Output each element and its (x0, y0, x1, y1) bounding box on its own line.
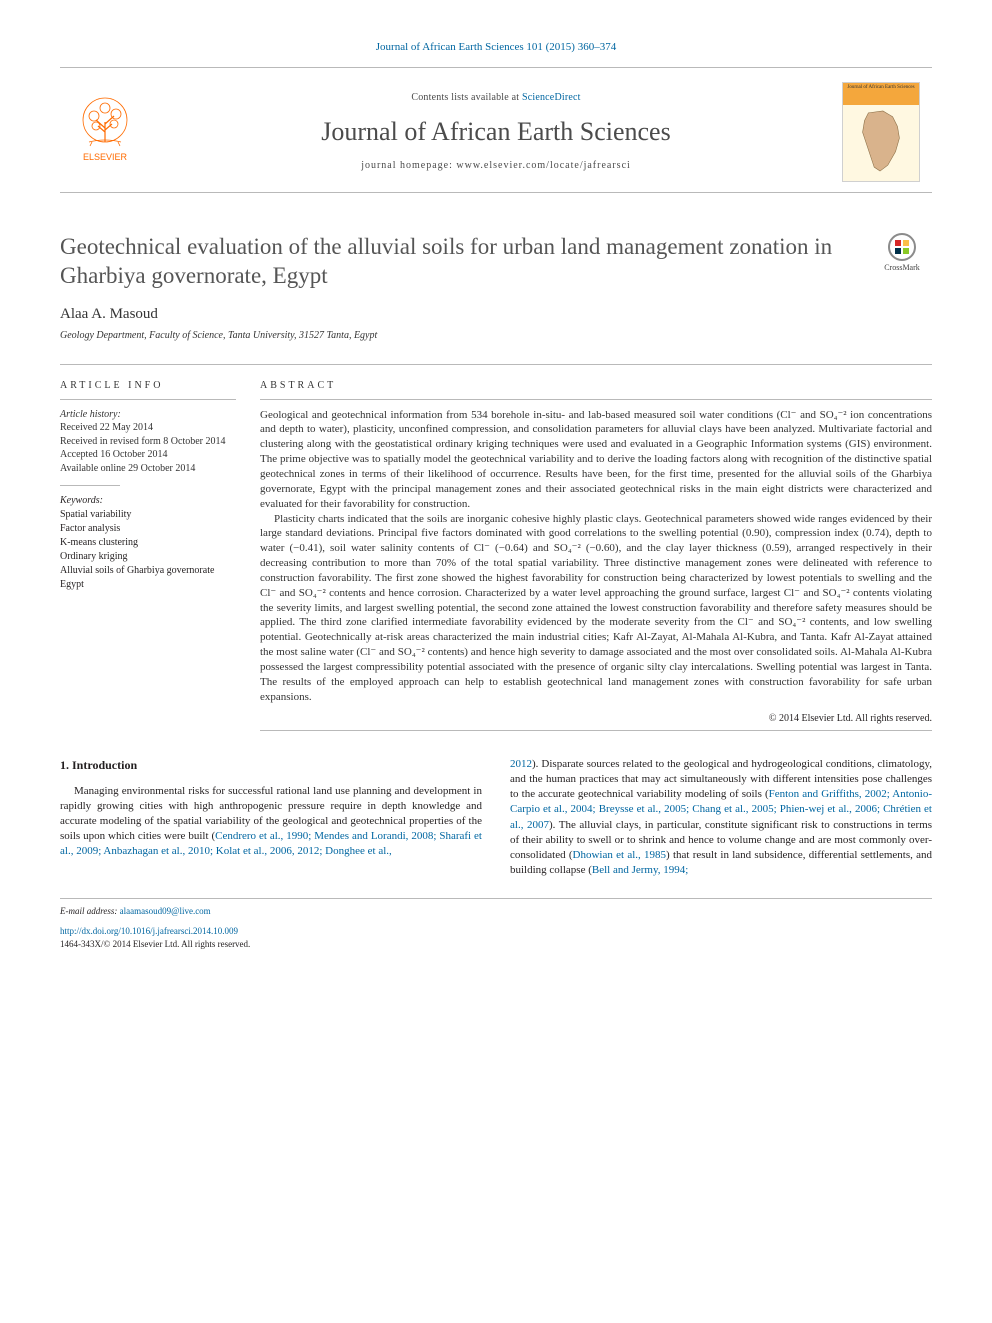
body-right-column: 2012). Disparate sources related to the … (510, 757, 932, 878)
abstract-paragraph: Geological and geotechnical information … (260, 408, 932, 512)
article-title: Geotechnical evaluation of the alluvial … (60, 233, 862, 291)
doi-link[interactable]: http://dx.doi.org/10.1016/j.jafrearsci.2… (60, 926, 238, 936)
abstract-heading: abstract (260, 379, 932, 400)
page-footer: E-mail address: alaamasoud09@live.com ht… (60, 898, 932, 949)
body-left-column: 1. Introduction Managing environmental r… (60, 757, 482, 878)
keywords-label: Keywords: (60, 494, 236, 508)
crossmark-badge[interactable]: CrossMark (872, 233, 932, 274)
online-date: Available online 29 October 2014 (60, 462, 236, 476)
citation[interactable]: Dhowian et al., 1985 (573, 849, 667, 861)
contents-prefix: Contents lists available at (411, 92, 522, 103)
accepted-date: Accepted 16 October 2014 (60, 448, 236, 462)
section-heading-introduction: 1. Introduction (60, 757, 482, 774)
keyword: Alluvial soils of Gharbiya governorate (60, 564, 236, 578)
abstract-copyright: © 2014 Elsevier Ltd. All rights reserved… (260, 712, 932, 726)
author-name: Alaa A. Masoud (60, 304, 932, 324)
top-journal-reference: Journal of African Earth Sciences 101 (2… (60, 40, 932, 55)
citation[interactable]: Bell and Jermy, 1994; (592, 864, 688, 876)
article-info-column: article info Article history: Received 2… (60, 379, 260, 731)
keyword: Spatial variability (60, 508, 236, 522)
article-info-heading: article info (60, 379, 236, 400)
email-label: E-mail address: (60, 906, 117, 916)
divider (60, 485, 120, 486)
abstract-column: abstract Geological and geotechnical inf… (260, 379, 932, 731)
cover-title-band: Journal of African Earth Sciences (843, 83, 919, 105)
africa-map-icon (849, 109, 913, 175)
contents-available-line: Contents lists available at ScienceDirec… (150, 91, 842, 105)
keyword: Egypt (60, 578, 236, 592)
journal-header: ELSEVIER Contents lists available at Sci… (60, 67, 932, 193)
divider (60, 364, 932, 365)
issn-copyright: 1464-343X/© 2014 Elsevier Ltd. All right… (60, 939, 250, 949)
citation[interactable]: 2012 (510, 758, 532, 770)
author-affiliation: Geology Department, Faculty of Science, … (60, 329, 932, 343)
keyword: Factor analysis (60, 522, 236, 536)
crossmark-label: CrossMark (884, 263, 920, 272)
journal-homepage-line: journal homepage: www.elsevier.com/locat… (150, 159, 842, 173)
history-label: Article history: (60, 408, 236, 422)
homepage-url[interactable]: www.elsevier.com/locate/jafrearsci (456, 160, 630, 171)
abstract-paragraph: Plasticity charts indicated that the soi… (260, 512, 932, 705)
elsevier-tree-icon: ELSEVIER (74, 94, 136, 166)
journal-name: Journal of African Earth Sciences (150, 114, 842, 149)
body-paragraph: Managing environmental risks for success… (60, 784, 482, 860)
author-email-link[interactable]: alaamasoud09@live.com (120, 906, 211, 916)
svg-text:ELSEVIER: ELSEVIER (83, 152, 128, 162)
journal-cover-thumbnail: Journal of African Earth Sciences (842, 82, 920, 182)
revised-date: Received in revised form 8 October 2014 (60, 435, 236, 449)
sciencedirect-link[interactable]: ScienceDirect (522, 92, 581, 103)
body-two-column: 1. Introduction Managing environmental r… (60, 757, 932, 878)
received-date: Received 22 May 2014 (60, 421, 236, 435)
body-paragraph: 2012). Disparate sources related to the … (510, 757, 932, 878)
keyword: Ordinary kriging (60, 550, 236, 564)
keyword: K-means clustering (60, 536, 236, 550)
divider (260, 730, 932, 731)
crossmark-icon (888, 233, 916, 261)
publisher-logo: ELSEVIER (60, 94, 150, 170)
homepage-prefix: journal homepage: (361, 160, 456, 171)
